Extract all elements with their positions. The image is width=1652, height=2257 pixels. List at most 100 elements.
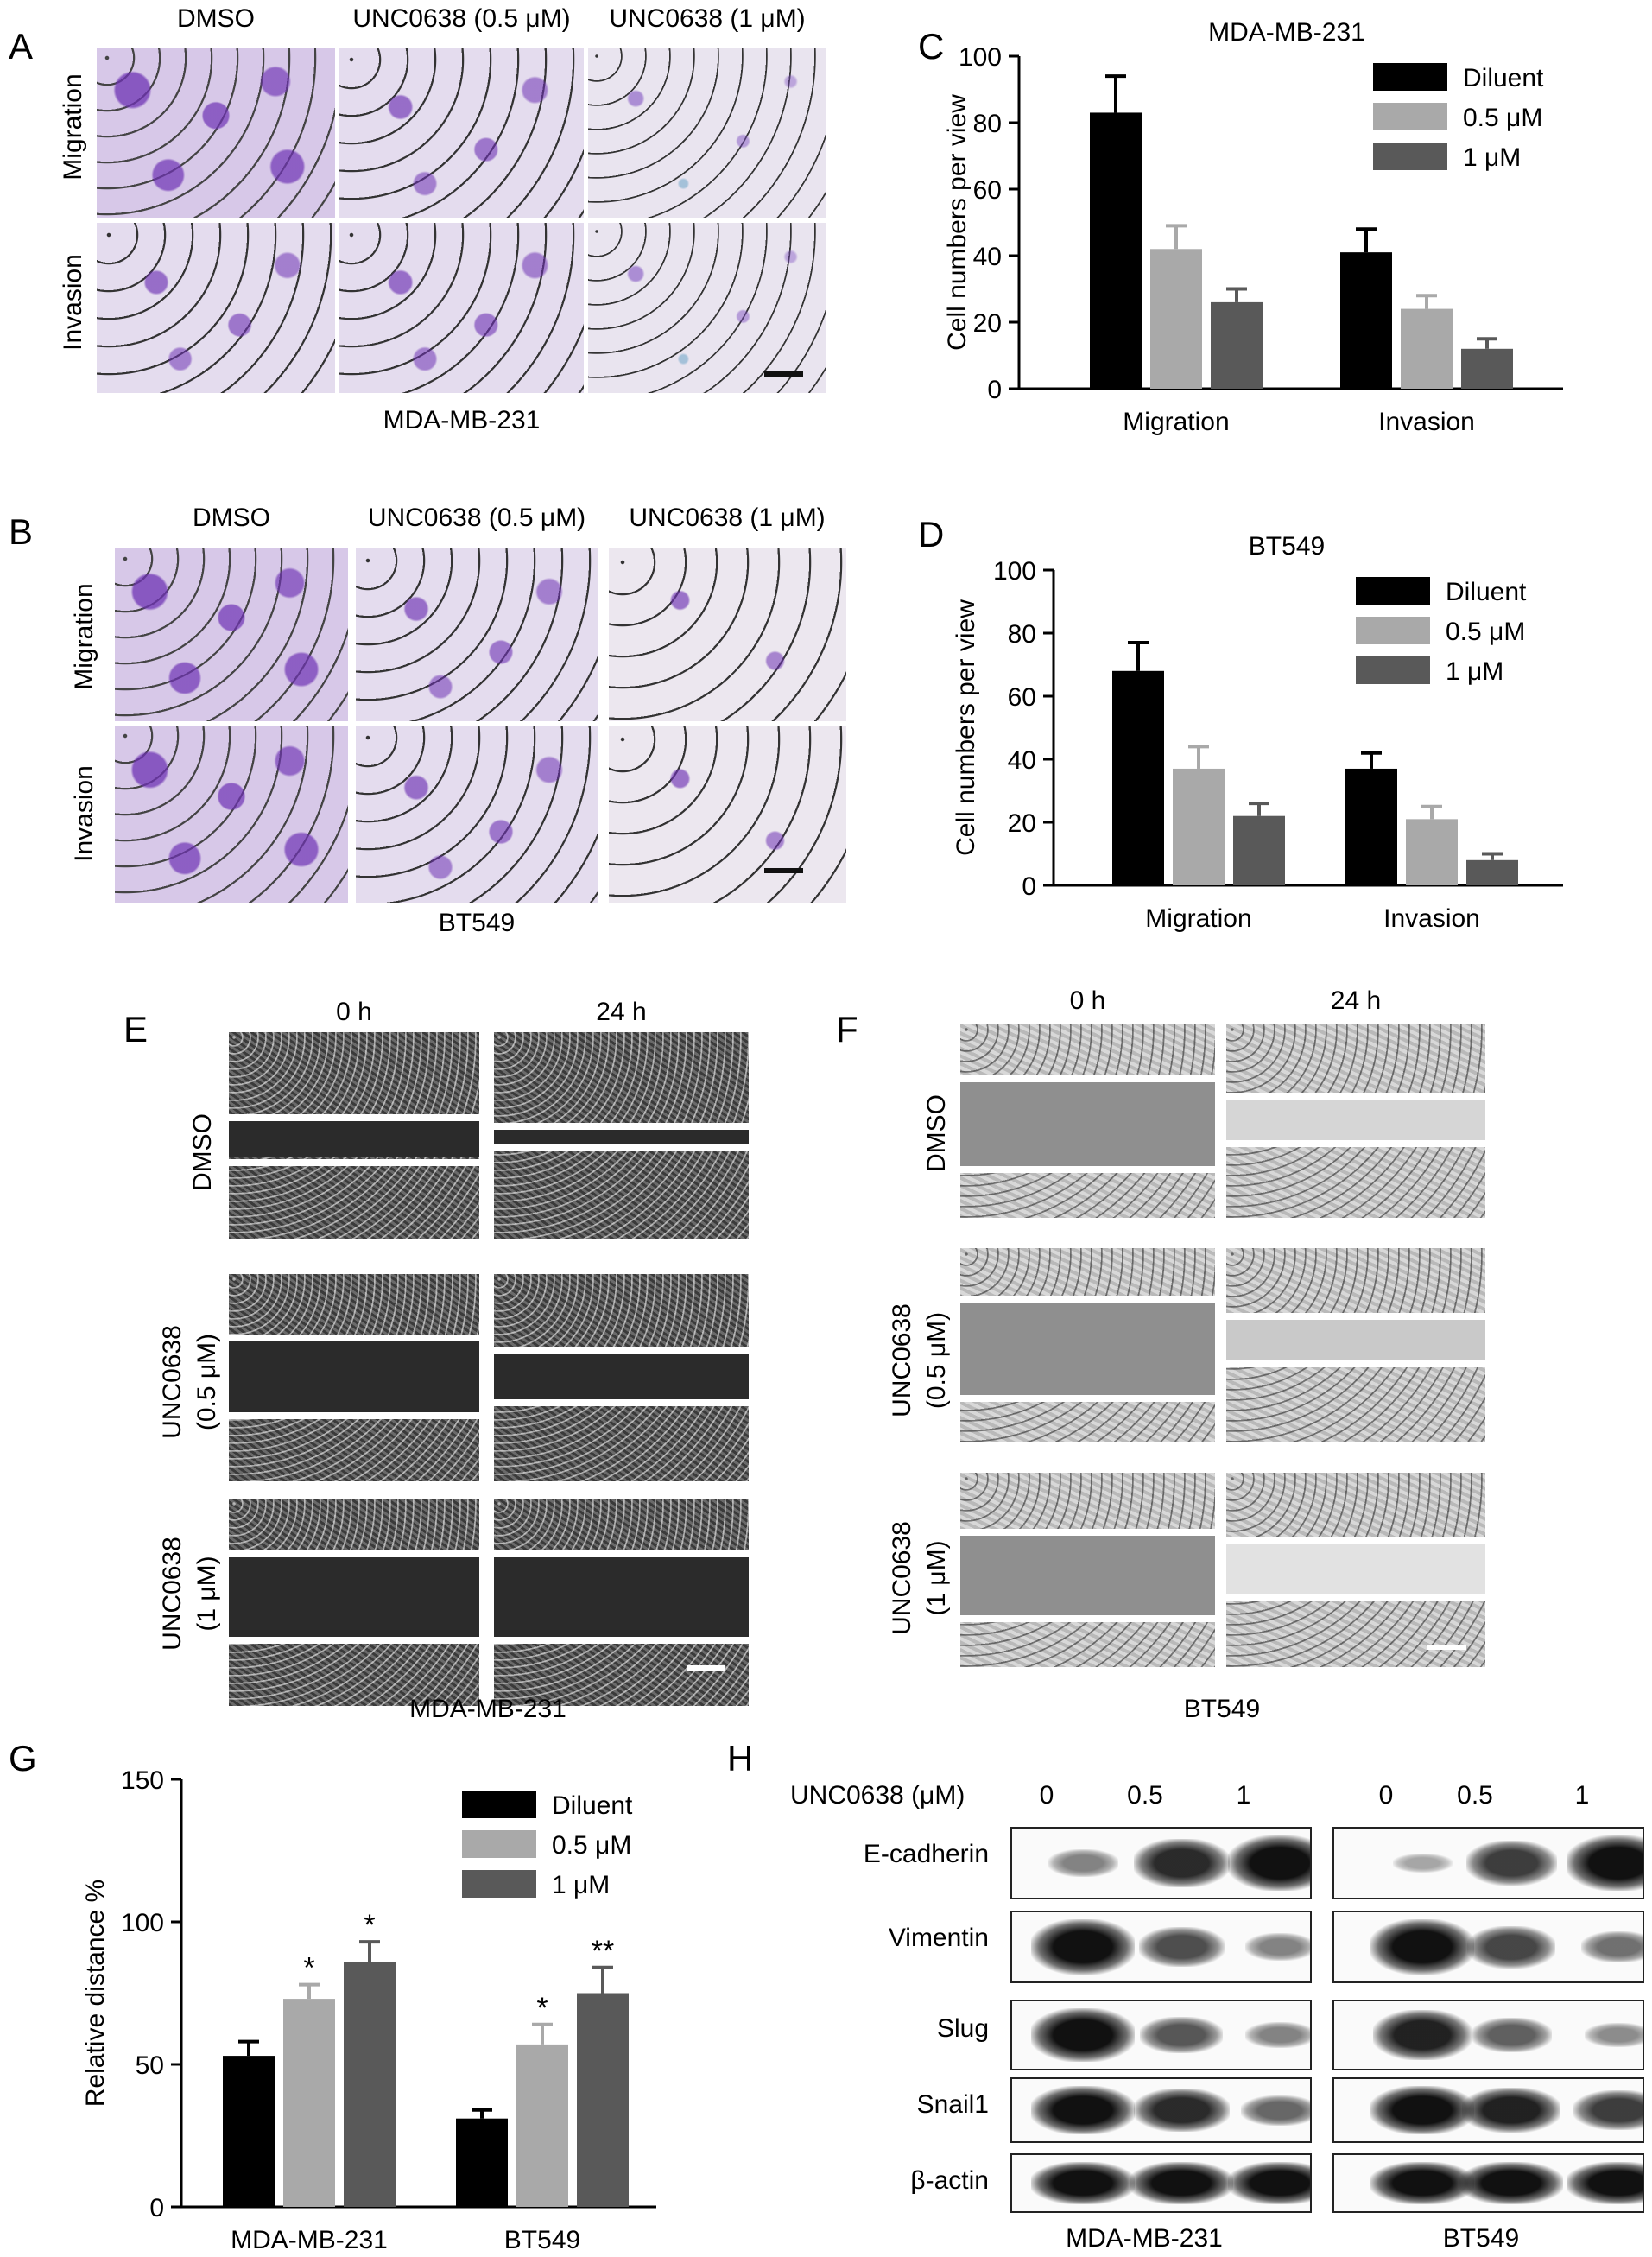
panel-label-g: G <box>9 1738 37 1778</box>
panel-f-row-1-line1: UNC0638 <box>888 1521 916 1635</box>
significance-mark: * <box>364 1909 375 1942</box>
panel-label-h: H <box>727 1738 754 1778</box>
panel-e-row-1-line1: UNC0638 <box>158 1537 187 1651</box>
panel-e-row-dmso-line1: DMSO <box>188 1113 217 1191</box>
blot-band <box>1031 2162 1135 2204</box>
blot-band <box>1567 2162 1643 2204</box>
panel-f-col-24h: 24 h <box>1330 986 1382 1015</box>
panel-a-scale-bar <box>764 371 803 377</box>
bar-1-2 <box>577 1993 629 2207</box>
legend-swatch <box>1356 656 1430 684</box>
panel-a-image-invasion-1 <box>588 223 826 393</box>
legend-label: 0.5 μM <box>1446 618 1525 646</box>
blot-band <box>1465 1841 1557 1886</box>
y-tick-label: 100 <box>121 1909 164 1937</box>
blot-band <box>1471 2017 1552 2053</box>
x-category-label: Invasion <box>1383 904 1480 933</box>
panel-label-c: C <box>918 26 945 67</box>
blot-conc-mda-05: 0.5 <box>1127 1781 1163 1810</box>
blot-cellline-mda: MDA-MB-231 <box>1066 2224 1223 2253</box>
legend-swatch <box>1373 103 1447 130</box>
significance-mark: * <box>536 1992 548 2025</box>
blot-band <box>1138 1926 1225 1968</box>
panel-e-caption: MDA-MB-231 <box>409 1695 566 1723</box>
panel-b-caption: BT549 <box>438 909 516 937</box>
legend-label: Diluent <box>1446 578 1527 606</box>
x-category-label: Invasion <box>1378 408 1475 436</box>
chart-g: Relative distance %050100150**MDA-MB-231… <box>81 1766 656 2254</box>
panel-f-row-05: UNC0638 (0.5 μM) <box>885 1261 954 1460</box>
panel-f-row-05-line1: UNC0638 <box>888 1303 916 1417</box>
bar-0-0 <box>1090 112 1142 389</box>
panel-f-image-1-0h <box>960 1473 1215 1667</box>
x-category-label: BT549 <box>504 2226 580 2254</box>
y-tick-label: 40 <box>1008 746 1036 775</box>
blot-band <box>1048 1849 1118 1877</box>
blot-band <box>1580 1930 1643 1963</box>
panel-b-col-05: UNC0638 (0.5 μM) <box>367 504 586 532</box>
blot-strip-actin-mda <box>1010 2153 1312 2213</box>
blot-label-ecadherin: E-cadherin <box>863 1840 989 1868</box>
panel-b-image-migration-1 <box>609 548 846 721</box>
panel-f-scale-bar <box>1427 1645 1466 1650</box>
panel-b-image-invasion-05 <box>356 726 598 903</box>
panel-e-image-05-0h <box>229 1274 479 1481</box>
bar-0-1 <box>1173 768 1225 885</box>
x-category-label: MDA-MB-231 <box>231 2226 388 2254</box>
blot-band <box>1241 2095 1310 2126</box>
blot-strip-snail1-bt <box>1332 2077 1644 2143</box>
panel-f-image-05-0h <box>960 1248 1215 1442</box>
panel-e-image-05-24h <box>494 1274 749 1481</box>
blot-strip-vimentin-mda <box>1010 1911 1312 1983</box>
chart-title: MDA-MB-231 <box>1208 18 1365 47</box>
bar-0-1 <box>283 1999 335 2207</box>
bar-0-2 <box>1233 815 1285 885</box>
y-axis-label: Cell numbers per view <box>943 94 972 351</box>
blot-band <box>1133 2089 1230 2132</box>
panel-e-col-0h: 0 h <box>336 998 372 1026</box>
blot-band <box>1373 2010 1472 2060</box>
panel-label-a: A <box>9 26 34 67</box>
panel-e-row-1: UNC0638 (1 μM) <box>155 1494 225 1693</box>
panel-e-row-1-line2: (1 μM) <box>193 1556 221 1632</box>
significance-mark: * <box>303 1952 314 1985</box>
bar-0-1 <box>1150 249 1202 389</box>
bar-1-2 <box>1466 859 1518 885</box>
panel-a-image-migration-dmso <box>97 48 335 218</box>
panel-b-image-migration-05 <box>356 548 598 721</box>
blot-band <box>1228 2162 1310 2204</box>
blot-conc-bt-1: 1 <box>1574 1781 1590 1810</box>
panel-label-d: D <box>918 514 945 555</box>
chart-c: MDA-MB-231 Cell numbers per view 0 20 40 60 80… <box>943 18 1563 436</box>
panel-f-image-05-24h <box>1226 1248 1485 1442</box>
blot-label-slug: Slug <box>936 2014 989 2043</box>
bar-1-0 <box>1345 768 1397 885</box>
blot-cellline-bt: BT549 <box>1442 2224 1520 2253</box>
panel-a-col-1: UNC0638 (1 μM) <box>609 4 806 33</box>
blot-band <box>1244 2021 1310 2049</box>
blot-strip-slug-bt <box>1332 2000 1644 2070</box>
panel-f-caption: BT549 <box>1183 1695 1261 1723</box>
blot-band <box>1031 1919 1135 1975</box>
panel-e-row-05-line1: UNC0638 <box>158 1325 187 1439</box>
panel-f-image-dmso-0h <box>960 1024 1215 1218</box>
panel-e-scale-bar <box>687 1665 725 1671</box>
y-tick-label: 0 <box>1022 872 1036 901</box>
legend-label: 1 μM <box>552 1871 610 1899</box>
y-axis-label: Cell numbers per view <box>952 599 980 856</box>
y-tick-label: 150 <box>121 1766 164 1795</box>
panel-e-image-1-24h <box>494 1499 749 1706</box>
panel-b-image-invasion-1 <box>609 726 846 903</box>
panel-f-image-dmso-24h <box>1226 1024 1485 1218</box>
panel-a-row-migration: Migration <box>59 73 87 181</box>
x-category-label: Migration <box>1145 904 1251 933</box>
legend-swatch <box>1373 63 1447 91</box>
legend-swatch <box>462 1870 536 1898</box>
y-tick-label: 100 <box>993 557 1036 586</box>
blot-band <box>1244 1933 1310 1961</box>
panel-f-row-05-line2: (0.5 μM) <box>922 1311 951 1410</box>
bar-0-0 <box>223 2056 275 2207</box>
panel-f-image-1-24h <box>1226 1473 1485 1667</box>
blot-label-bactin: β-actin <box>910 2166 989 2195</box>
panel-b-col-1: UNC0638 (1 μM) <box>629 504 826 532</box>
